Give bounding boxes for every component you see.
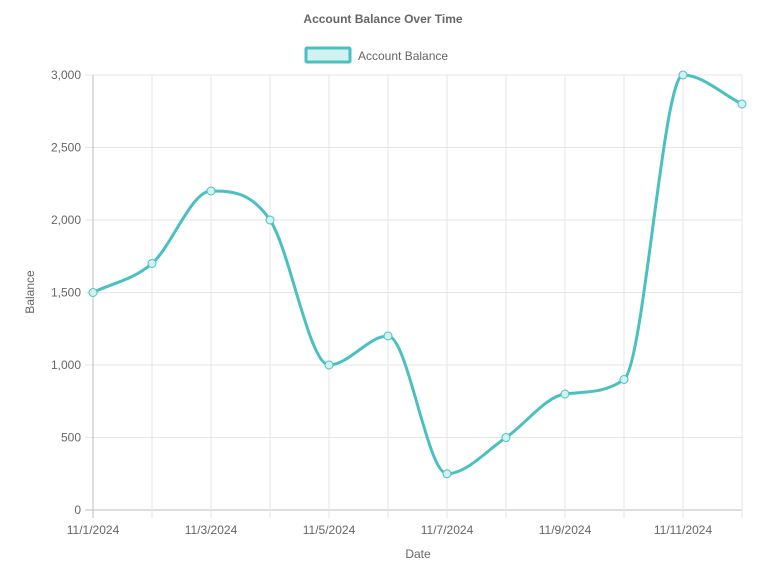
legend-swatch[interactable] (304, 46, 352, 64)
x-tick-label: 11/7/2024 (421, 523, 474, 537)
data-point[interactable] (88, 288, 98, 297)
x-tick-label: 11/9/2024 (539, 523, 592, 537)
data-point[interactable] (206, 186, 216, 196)
y-tick-label: 500 (61, 431, 81, 445)
y-tick-label: 3,000 (51, 68, 81, 82)
x-tick-label: 11/1/2024 (67, 523, 120, 537)
chart-title: Account Balance Over Time (303, 12, 462, 26)
y-axis-label: Balance (23, 270, 37, 314)
data-point[interactable] (737, 99, 747, 109)
data-point[interactable] (324, 360, 334, 370)
axes: 0 500 1,000 1,500 2,000 2,500 3,000 11/1/2024 11… (51, 68, 712, 537)
y-tick-label: 1,500 (51, 286, 81, 300)
series-line-account-balance (92, 73, 743, 476)
data-point[interactable] (383, 331, 393, 341)
data-point[interactable] (560, 389, 570, 399)
data-point[interactable] (442, 469, 452, 479)
y-tick-label: 2,000 (51, 213, 81, 227)
grid (85, 74, 743, 518)
data-point[interactable] (619, 375, 629, 384)
data-point[interactable] (678, 70, 688, 80)
x-axis-label: Date (405, 547, 431, 561)
legend[interactable]: Account Balance (304, 46, 448, 64)
series-layer (88, 70, 747, 479)
y-tick-label: 0 (74, 503, 81, 517)
y-tick-label: 1,000 (51, 358, 81, 372)
data-point[interactable] (265, 215, 275, 225)
data-point[interactable] (147, 259, 157, 268)
y-tick-label: 2,500 (51, 141, 81, 155)
x-tick-label: 11/11/2024 (654, 523, 713, 537)
x-tick-label: 11/5/2024 (303, 523, 356, 537)
legend-label[interactable]: Account Balance (358, 49, 448, 63)
data-point[interactable] (501, 433, 511, 442)
x-tick-label: 11/3/2024 (185, 523, 238, 537)
